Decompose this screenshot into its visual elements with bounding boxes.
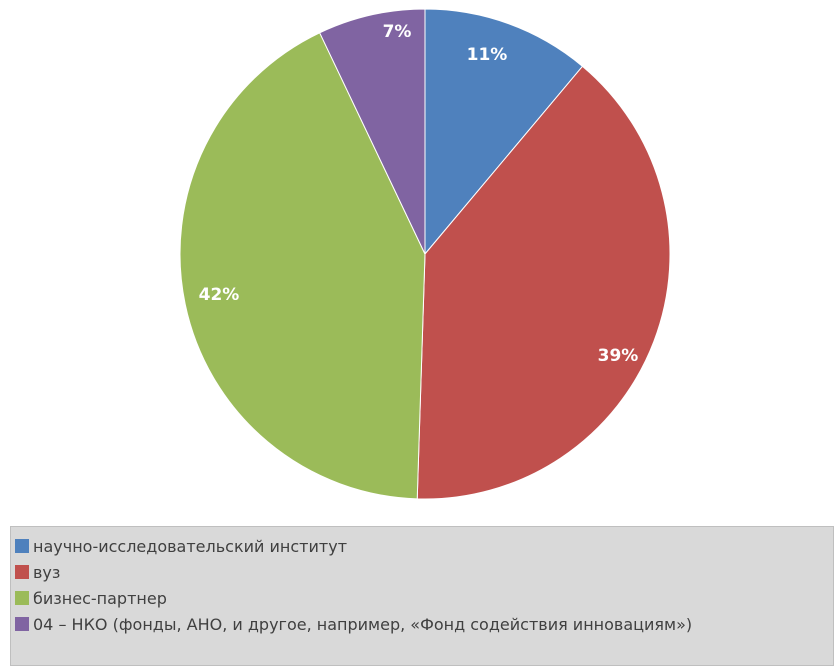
legend-label: 04 – НКО (фонды, АНО, и другое, например… [33,614,693,634]
chart-legend: научно-исследовательский институт вуз бизн… [10,526,834,666]
data-label: 11% [467,45,508,65]
pie-slice [416,65,671,500]
legend-item: бизнес-партнер [15,585,829,611]
legend-label: бизнес-партнер [33,588,167,608]
legend-item: вуз [15,559,829,585]
legend-label: научно-исследовательский институт [33,536,348,556]
legend-swatch [15,591,29,605]
legend-swatch [15,617,29,631]
legend-label: вуз [33,562,61,582]
pie-slice [319,8,426,255]
legend-item: научно-исследовательский институт [15,533,829,559]
pie-slice [179,32,426,500]
legend-swatch [15,539,29,553]
data-label: 42% [199,285,240,305]
data-label: 7% [383,22,412,42]
legend-swatch [15,565,29,579]
data-label: 39% [598,346,639,366]
legend-item: 04 – НКО (фонды, АНО, и другое, например… [15,611,829,637]
pie-slice [424,8,584,256]
pie-chart: 11% 39% 42% 7% [179,8,671,500]
